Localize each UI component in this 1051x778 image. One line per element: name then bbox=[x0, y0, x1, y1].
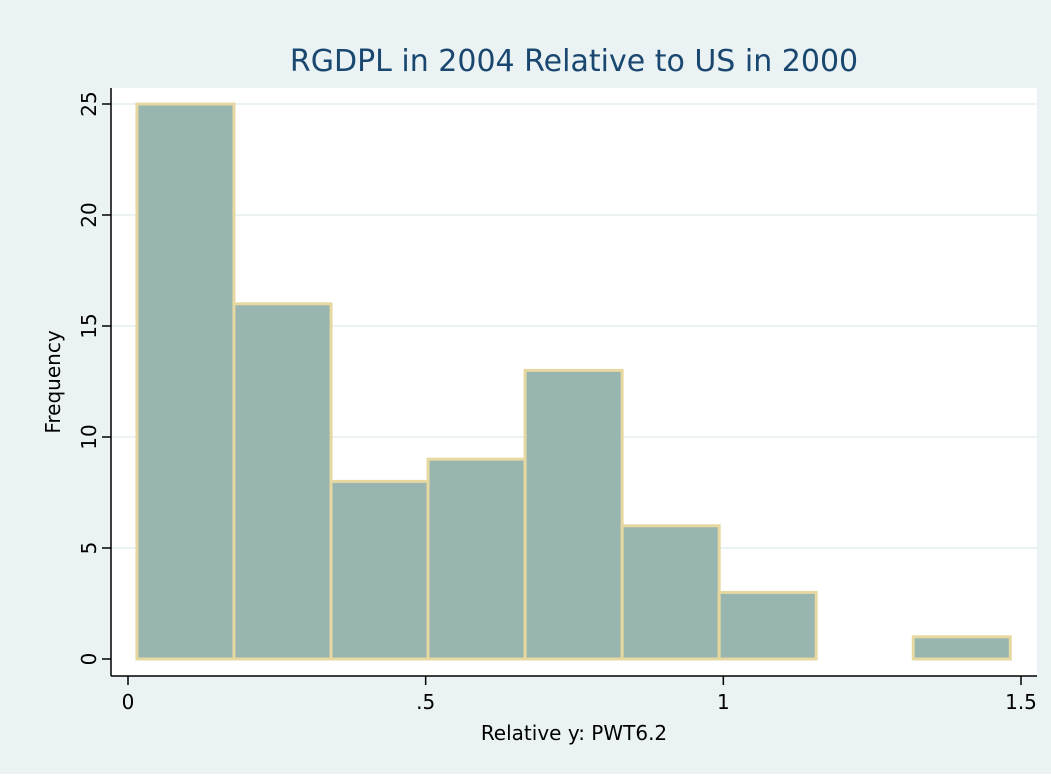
y-tick-label: 15 bbox=[77, 313, 101, 338]
bars bbox=[135, 102, 1012, 661]
y-tick-label: 25 bbox=[77, 91, 101, 116]
x-tick-label: 1 bbox=[717, 690, 730, 714]
chart-title: RGDPL in 2004 Relative to US in 2000 bbox=[290, 44, 858, 79]
x-axis-title: Relative y: PWT6.2 bbox=[481, 721, 667, 745]
histogram-bar bbox=[911, 635, 1012, 661]
y-tick-label: 5 bbox=[77, 542, 101, 555]
tick-marks: 0 .5 1 1.5 0 5 10 15 20 25 bbox=[77, 91, 1037, 714]
histogram-bar bbox=[232, 302, 333, 661]
histogram-bar bbox=[523, 368, 624, 661]
histogram-bar bbox=[426, 457, 527, 661]
x-tick-label: 0 bbox=[122, 690, 135, 714]
histogram-bar bbox=[135, 102, 236, 661]
axes bbox=[110, 88, 1037, 677]
y-tick-label: 20 bbox=[77, 202, 101, 227]
y-tick-label: 0 bbox=[77, 653, 101, 666]
x-tick-label: 1.5 bbox=[1005, 690, 1037, 714]
y-tick-label: 10 bbox=[77, 424, 101, 449]
x-tick-label: .5 bbox=[416, 690, 435, 714]
histogram-bar bbox=[329, 479, 430, 661]
y-axis-title: Frequency bbox=[41, 330, 65, 433]
histogram-bar bbox=[620, 524, 721, 661]
histogram-bar bbox=[717, 590, 818, 661]
